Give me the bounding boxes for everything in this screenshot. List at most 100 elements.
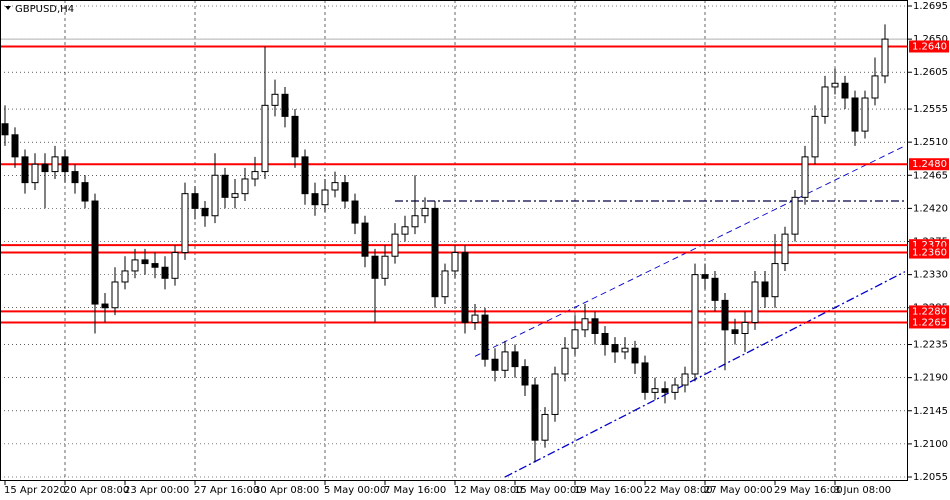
- menu-arrow[interactable]: [5, 6, 11, 10]
- candle-body: [71, 171, 79, 184]
- candle-body: [761, 281, 769, 298]
- candle-body: [721, 299, 729, 331]
- plot-frame: [0, 0, 908, 481]
- candle-body: [411, 215, 419, 228]
- candle-body: [11, 134, 19, 158]
- candle-body: [591, 318, 599, 334]
- candle-body: [271, 93, 279, 106]
- candle-body: [251, 171, 259, 180]
- candle-body: [811, 115, 819, 158]
- y-tick-label: 1.2555: [913, 104, 948, 115]
- y-tick-label: 1.2605: [913, 67, 948, 78]
- level-label-box: [909, 316, 949, 329]
- candle-body: [331, 182, 339, 191]
- candle-body: [441, 270, 449, 298]
- candle-body: [301, 156, 309, 195]
- candle-body: [361, 222, 369, 257]
- candle-body: [621, 347, 629, 353]
- candle-body: [801, 156, 809, 198]
- trendline: [504, 271, 906, 478]
- candle-body: [701, 274, 709, 279]
- candle-body: [731, 329, 739, 334]
- candle-body: [191, 193, 199, 209]
- candle-body: [471, 314, 479, 323]
- candle-body: [551, 373, 559, 415]
- candle-body: [881, 38, 889, 77]
- x-tick-label: 15 Apr 2020: [4, 485, 66, 496]
- candle-body: [561, 347, 569, 375]
- candles: [1, 24, 889, 463]
- level-label: 1.2280: [912, 306, 947, 317]
- y-tick-label: 1.2100: [913, 439, 948, 450]
- candle-body: [431, 207, 439, 298]
- level-label-box: [909, 158, 949, 171]
- y-tick-label: 1.2510: [913, 137, 948, 148]
- candle-body: [341, 182, 349, 202]
- candle-body: [421, 207, 429, 217]
- candle-body: [841, 82, 849, 99]
- candle-body: [781, 233, 789, 265]
- level-label: 1.2360: [912, 248, 947, 259]
- candle-body: [41, 163, 49, 173]
- candle-body: [771, 263, 779, 298]
- x-tick-label: 5 May 00:00: [324, 485, 386, 496]
- candle-body: [521, 366, 529, 386]
- candle-body: [351, 200, 359, 224]
- candle-body: [381, 255, 389, 279]
- candle-body: [741, 321, 749, 334]
- candle-body: [611, 344, 619, 353]
- level-label: 1.2265: [912, 317, 947, 328]
- x-tick-label: 7 May 16:00: [384, 485, 446, 496]
- candle-body: [751, 281, 759, 323]
- candle-body: [661, 388, 669, 393]
- candle-body: [241, 178, 249, 195]
- x-tick-label: 30 Apr 08:00: [254, 485, 319, 496]
- candle-body: [391, 233, 399, 257]
- candle-body: [161, 266, 169, 279]
- y-tick-label: 1.2055: [913, 472, 948, 483]
- x-tick-label: 22 May 08:00: [644, 485, 713, 496]
- candle-body: [51, 156, 59, 173]
- candle-body: [871, 75, 879, 99]
- level-label: 1.2370: [912, 240, 947, 251]
- candle-body: [401, 226, 409, 235]
- candle-body: [531, 384, 539, 441]
- candle-body: [831, 82, 839, 88]
- x-tick-label: 19 May 16:00: [574, 485, 643, 496]
- candle-body: [451, 252, 459, 272]
- x-tick-label: 15 May 00:00: [514, 485, 583, 496]
- level-label-box: [909, 40, 949, 53]
- candle-body: [111, 281, 119, 309]
- candle-body: [601, 332, 609, 346]
- candle-body: [21, 156, 29, 184]
- candle-body: [861, 97, 869, 132]
- candle-body: [511, 351, 519, 368]
- y-tick-label: 1.2420: [913, 203, 948, 214]
- labels: 1.26951.26501.26051.25551.25101.24651.24…: [4, 1, 948, 496]
- candle-body: [651, 388, 659, 393]
- candle-body: [641, 362, 649, 393]
- candle-body: [541, 413, 549, 441]
- candle-body: [151, 263, 159, 268]
- level-label: 1.2640: [912, 41, 947, 52]
- candle-body: [211, 174, 219, 217]
- candle-body: [491, 358, 499, 371]
- candle-body: [141, 259, 149, 265]
- candle-body: [581, 318, 589, 331]
- x-tick-label: 27 May 00:00: [704, 485, 773, 496]
- candle-body: [81, 182, 89, 202]
- candle-body: [91, 200, 99, 305]
- candle-body: [281, 93, 289, 117]
- candle-body: [851, 97, 859, 132]
- y-tick-label: 1.2465: [913, 170, 948, 181]
- candle-body: [101, 303, 109, 309]
- x-tick-label: 29 May 16:00: [774, 485, 843, 496]
- candle-body: [571, 329, 579, 349]
- candle-body: [261, 104, 269, 173]
- candle-body: [681, 373, 689, 386]
- level-label-box: [909, 246, 949, 259]
- candle-body: [291, 115, 299, 158]
- candle-body: [631, 347, 639, 364]
- candle-body: [711, 277, 719, 301]
- candle-body: [61, 156, 69, 173]
